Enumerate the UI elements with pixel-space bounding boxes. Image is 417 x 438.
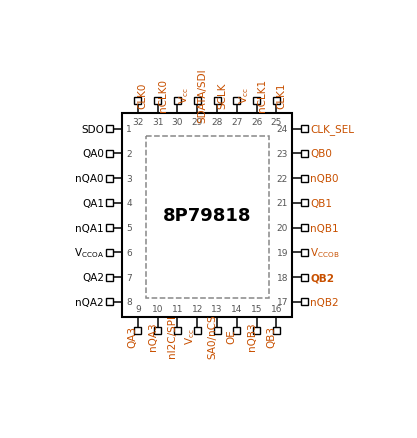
Text: nQA2: nQA2 [75,297,104,307]
Text: 15: 15 [251,305,262,314]
Bar [154,327,161,334]
Text: 26: 26 [251,118,262,127]
Text: QA2: QA2 [82,272,104,283]
Text: $\mathregular{V_{cc}}$: $\mathregular{V_{cc}}$ [178,87,191,104]
Bar [174,98,181,105]
Text: 19: 19 [276,248,288,258]
Text: nQB0: nQB0 [310,174,339,184]
Text: 11: 11 [172,305,183,314]
Bar [106,175,113,182]
Text: 8: 8 [126,298,132,307]
Text: 1: 1 [126,125,132,134]
Text: 9: 9 [135,305,141,314]
Text: 29: 29 [191,118,203,127]
Text: 3: 3 [126,174,132,183]
Text: QA3: QA3 [128,325,138,347]
Text: 20: 20 [276,224,288,233]
Text: $\mathregular{V_{cc}}$: $\mathregular{V_{cc}}$ [237,87,251,104]
Text: CLK_SEL: CLK_SEL [310,124,354,135]
Bar [194,98,201,105]
Bar [134,327,141,334]
Bar [301,126,308,133]
Text: 23: 23 [276,150,288,159]
Text: 32: 32 [132,118,143,127]
Bar [194,327,201,334]
Text: 10: 10 [152,305,163,314]
Text: 7: 7 [126,273,132,282]
Bar [134,98,141,105]
Text: 5: 5 [126,224,132,233]
Text: 17: 17 [276,298,288,307]
Bar [123,114,292,318]
Bar [301,249,308,256]
Bar [106,299,113,306]
Text: nQA0: nQA0 [75,174,104,184]
Bar [234,327,240,334]
Bar [253,98,260,105]
Bar [253,327,260,334]
Bar [301,299,308,306]
Bar [301,151,308,158]
Text: 12: 12 [191,305,203,314]
Text: QB2: QB2 [310,272,334,283]
Text: nCLK0: nCLK0 [158,79,168,112]
Text: nCLK1: nCLK1 [257,79,266,112]
Bar [146,137,269,298]
Bar [106,200,113,207]
Bar [106,274,113,281]
Text: 6: 6 [126,248,132,258]
Text: 13: 13 [211,305,223,314]
Bar [301,175,308,182]
Text: 27: 27 [231,118,243,127]
Text: 8P79818: 8P79818 [163,207,251,225]
Text: 22: 22 [277,174,288,183]
Text: nQA1: nQA1 [75,223,104,233]
Text: nQB1: nQB1 [310,223,339,233]
Text: $\mathregular{V_{cc}}$: $\mathregular{V_{cc}}$ [183,328,197,344]
Bar [301,274,308,281]
Text: 2: 2 [126,150,132,159]
Text: $\mathregular{V_{CCOA}}$: $\mathregular{V_{CCOA}}$ [74,246,104,260]
Text: QA1: QA1 [82,198,104,208]
Text: 14: 14 [231,305,243,314]
Text: SCLK: SCLK [217,82,227,109]
Bar [106,126,113,133]
Bar [214,327,221,334]
Bar [106,225,113,232]
Bar [273,327,280,334]
Text: 28: 28 [211,118,223,127]
Text: 30: 30 [172,118,183,127]
Bar [106,249,113,256]
Text: 21: 21 [276,199,288,208]
Bar [234,98,240,105]
Text: SDATA/SDI: SDATA/SDI [197,68,207,123]
Text: $\mathregular{V_{CCOB}}$: $\mathregular{V_{CCOB}}$ [310,246,340,260]
Bar [301,225,308,232]
Text: QB0: QB0 [310,149,332,159]
Text: SA0/nCS: SA0/nCS [207,314,217,358]
Bar [174,327,181,334]
Text: 31: 31 [152,118,163,127]
Text: OE: OE [227,328,237,343]
Bar [154,98,161,105]
Text: CLK1: CLK1 [276,82,286,109]
Text: nQA3: nQA3 [148,322,158,350]
Text: 24: 24 [277,125,288,134]
Bar [214,98,221,105]
Text: 16: 16 [271,305,282,314]
Text: 25: 25 [271,118,282,127]
Bar [106,151,113,158]
Text: QA0: QA0 [82,149,104,159]
Text: 4: 4 [126,199,132,208]
Text: nI2C/SPI: nI2C/SPI [168,314,178,357]
Bar [273,98,280,105]
Text: CLK0: CLK0 [138,82,148,109]
Text: nQB3: nQB3 [247,322,257,350]
Text: SDO: SDO [81,124,104,134]
Text: nQB2: nQB2 [310,297,339,307]
Text: QB3: QB3 [266,325,276,347]
Text: 18: 18 [276,273,288,282]
Bar [301,200,308,207]
Text: QB1: QB1 [310,198,332,208]
